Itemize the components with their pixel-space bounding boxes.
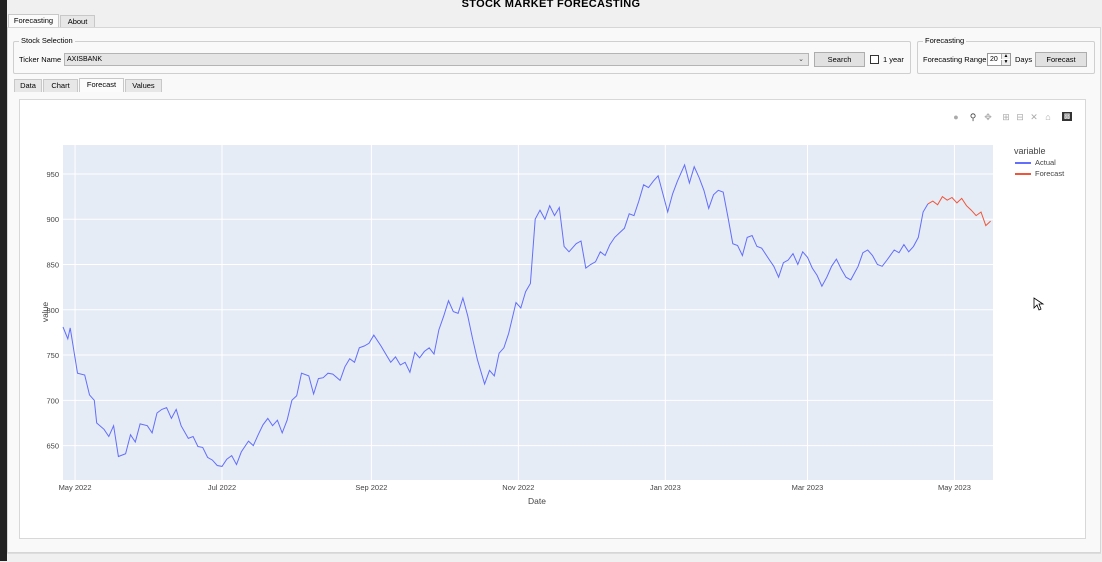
window-left-border xyxy=(0,0,7,561)
tab-chart[interactable]: Chart xyxy=(43,79,78,92)
x-tick-labels: May 2022 Jul 2022 Sep 2022 Nov 2022 Jan 2023… xyxy=(59,483,971,492)
stock-selection-group: Stock Selection xyxy=(13,36,911,74)
mouse-cursor-icon xyxy=(1033,297,1045,311)
forecasting-range-spinbox[interactable]: 20 ▲ ▼ xyxy=(987,53,1011,66)
forecasting-group: Forecasting xyxy=(917,36,1095,74)
x-tick-label: May 2022 xyxy=(59,483,92,492)
legend-swatch-actual xyxy=(1015,162,1031,164)
tab-data[interactable]: Data xyxy=(14,79,42,92)
actual-series-line xyxy=(62,163,929,467)
tab-forecast[interactable]: Forecast xyxy=(79,78,124,92)
forecast-button[interactable]: Forecast xyxy=(1035,52,1087,67)
days-label: Days xyxy=(1015,55,1033,64)
stock-selection-title: Stock Selection xyxy=(19,36,75,45)
grid-lines xyxy=(63,145,993,480)
legend-label-forecast: Forecast xyxy=(1035,169,1065,178)
x-axis-label: Date xyxy=(528,496,546,506)
app-title: STOCK MARKET FORECASTING xyxy=(461,0,641,10)
y-tick-label: 900 xyxy=(46,215,59,224)
y-tick-label: 750 xyxy=(46,351,59,360)
tab-about[interactable]: About xyxy=(60,15,95,28)
plot-area xyxy=(63,145,993,480)
autoscale-icon[interactable]: ✕ xyxy=(1030,112,1038,122)
legend-swatch-forecast xyxy=(1015,173,1031,175)
zoom-icon[interactable]: ⚲ xyxy=(969,112,977,122)
x-tick-label: Jul 2022 xyxy=(208,483,236,492)
legend-item-actual[interactable]: Actual xyxy=(1015,158,1056,167)
legend-title: variable xyxy=(1014,146,1046,156)
tab-forecasting[interactable]: Forecasting xyxy=(8,14,59,28)
legend-label-actual: Actual xyxy=(1035,158,1056,167)
x-tick-label: Jan 2023 xyxy=(650,483,681,492)
x-tick-label: Mar 2023 xyxy=(792,483,824,492)
forecasting-group-title: Forecasting xyxy=(923,36,967,45)
status-bar xyxy=(7,553,1101,562)
spin-down-icon[interactable]: ▼ xyxy=(1001,60,1010,65)
spin-up-icon[interactable]: ▲ xyxy=(1001,54,1010,59)
y-axis-label: value xyxy=(40,302,50,323)
forecast-series-line xyxy=(927,195,991,227)
camera-icon[interactable]: ● xyxy=(953,112,959,122)
one-year-label: 1 year xyxy=(883,55,904,64)
y-tick-label: 800 xyxy=(46,306,59,315)
search-button[interactable]: Search xyxy=(814,52,865,67)
tab-values[interactable]: Values xyxy=(125,79,162,92)
zoom-out-icon[interactable]: ⊟ xyxy=(1016,112,1024,122)
x-tick-label: Sep 2022 xyxy=(355,483,387,492)
one-year-checkbox[interactable] xyxy=(870,55,879,64)
home-icon[interactable]: ⌂ xyxy=(1045,112,1051,122)
forecasting-range-label: Forecasting Range xyxy=(923,55,987,64)
legend-item-forecast[interactable]: Forecast xyxy=(1015,169,1064,178)
pan-icon[interactable]: ✥ xyxy=(984,112,992,122)
y-tick-label: 700 xyxy=(46,396,59,405)
plotly-logo-icon[interactable]: ▩ xyxy=(1062,112,1072,121)
zoom-in-icon[interactable]: ⊞ xyxy=(1002,112,1010,122)
x-tick-label: May 2023 xyxy=(938,483,971,492)
y-tick-label: 850 xyxy=(46,261,59,270)
forecasting-range-value: 20 xyxy=(990,56,998,63)
x-tick-label: Nov 2022 xyxy=(502,483,534,492)
y-tick-label: 950 xyxy=(46,170,59,179)
ticker-name-label: Ticker Name xyxy=(19,55,62,64)
y-tick-label: 650 xyxy=(46,442,59,451)
chevron-down-icon: ⌄ xyxy=(798,56,804,63)
ticker-value: AXISBANK xyxy=(67,56,103,63)
ticker-combobox[interactable]: AXISBANK ⌄ xyxy=(64,53,809,66)
y-tick-labels: 650 700 750 800 850 900 950 xyxy=(46,170,59,451)
